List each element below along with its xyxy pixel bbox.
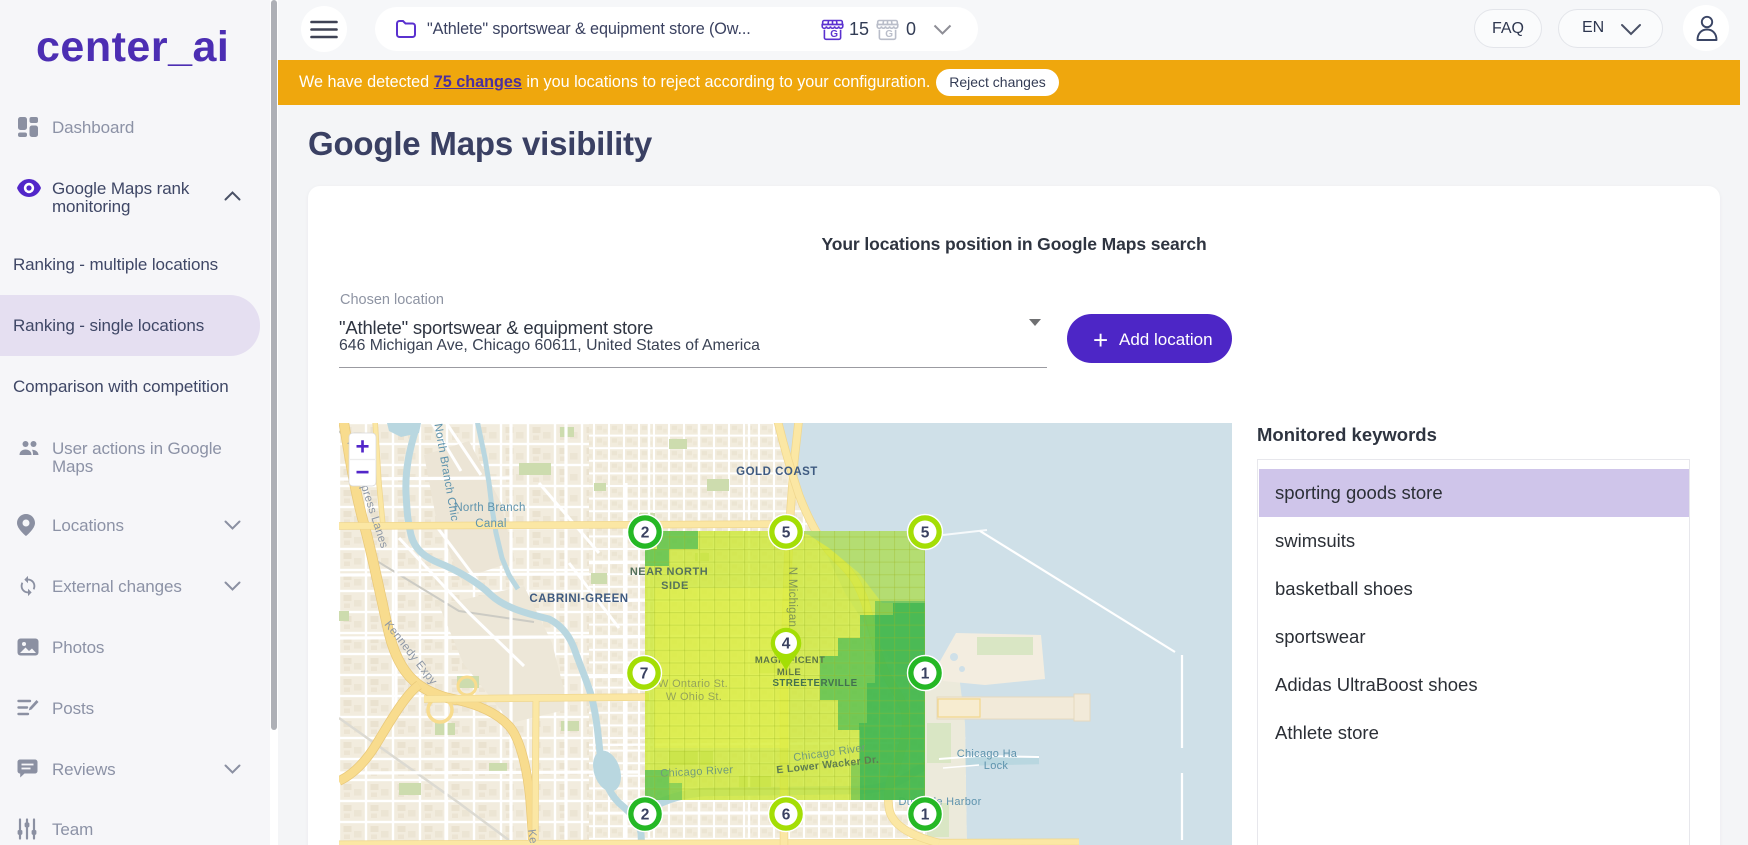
svg-text:CABRINI-GREEN: CABRINI-GREEN — [529, 593, 628, 605]
svg-text:5: 5 — [921, 525, 930, 542]
svg-text:Ke: Ke — [525, 828, 539, 844]
svg-text:North Branch: North Branch — [454, 502, 525, 514]
svg-text:6: 6 — [782, 807, 791, 824]
svg-text:Chicago Ha: Chicago Ha — [957, 748, 1018, 760]
svg-text:4: 4 — [782, 636, 791, 653]
svg-text:+: + — [355, 434, 369, 461]
svg-text:1: 1 — [921, 807, 930, 824]
svg-text:7: 7 — [640, 666, 649, 683]
svg-text:2: 2 — [641, 807, 650, 824]
svg-text:G: G — [885, 29, 893, 40]
svg-text:2: 2 — [641, 525, 650, 542]
svg-text:Lock: Lock — [984, 760, 1009, 772]
svg-text:1: 1 — [921, 666, 930, 683]
svg-text:5: 5 — [782, 525, 791, 542]
svg-text:−: − — [355, 459, 369, 486]
svg-text:Canal: Canal — [475, 518, 507, 530]
svg-text:G: G — [830, 29, 838, 40]
svg-text:GOLD COAST: GOLD COAST — [736, 466, 818, 478]
